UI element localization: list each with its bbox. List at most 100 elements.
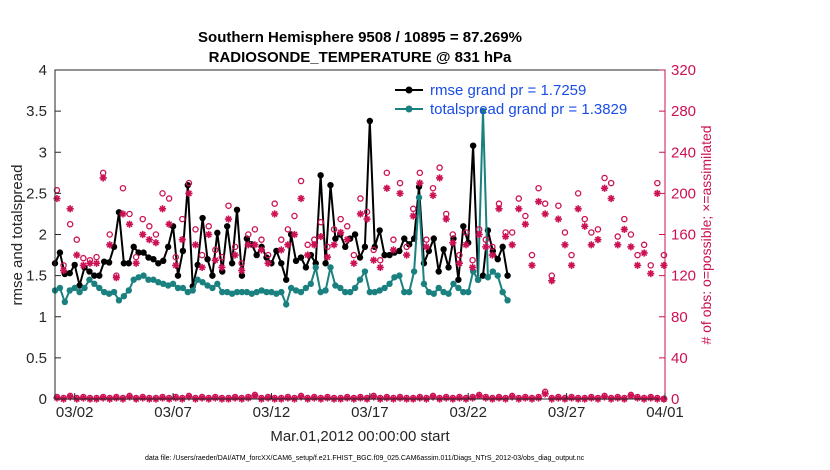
x-tick-label: 03/02 — [56, 404, 94, 421]
asterisk-stroke — [410, 212, 417, 220]
data-point — [214, 229, 221, 237]
data-point — [238, 272, 246, 279]
y2-axis-label: # of obs: o=possible; ×=assimilated — [698, 125, 714, 344]
data-point — [209, 284, 216, 292]
asterisk-stroke — [416, 394, 423, 402]
asterisk-stroke — [462, 241, 470, 248]
assimilated-marker — [482, 394, 490, 402]
asterisk-stroke — [67, 205, 74, 212]
data-point — [164, 282, 172, 289]
asterisk-stroke — [443, 215, 450, 223]
data-point — [504, 272, 511, 279]
possible-marker — [291, 212, 298, 220]
data-point — [135, 274, 142, 281]
asterisk-stroke — [284, 241, 291, 248]
possible-marker — [469, 256, 476, 264]
asterisk-stroke — [588, 394, 595, 402]
assimilated-marker — [191, 241, 200, 249]
assimilated-marker — [449, 239, 457, 247]
asterisk-stroke — [601, 185, 608, 192]
assimilated-marker — [343, 394, 351, 402]
assimilated-marker — [370, 256, 378, 264]
data-point — [440, 288, 447, 296]
data-point — [465, 288, 472, 296]
data-point — [140, 272, 147, 279]
assimilated-marker — [106, 241, 114, 249]
asterisk-stroke — [515, 205, 522, 212]
asterisk-stroke — [614, 241, 621, 248]
data-point — [297, 254, 305, 261]
data-point — [184, 288, 192, 296]
y2-tick-label: 320 — [671, 62, 696, 79]
asterisk-stroke — [621, 226, 628, 233]
assimilated-marker — [323, 394, 332, 402]
assimilated-marker — [99, 394, 107, 402]
assimilated-marker — [356, 394, 365, 402]
data-point — [342, 288, 349, 296]
data-point — [425, 288, 433, 296]
assimilated-marker — [403, 251, 411, 259]
assimilated-marker — [383, 184, 391, 192]
data-point — [327, 181, 334, 189]
data-point — [100, 288, 108, 296]
asterisk-stroke — [251, 392, 258, 400]
asterisk-stroke — [383, 185, 390, 192]
asterisk-stroke — [509, 241, 516, 248]
assimilated-marker — [620, 225, 628, 233]
possible-marker — [258, 236, 265, 243]
asterisk-stroke — [179, 236, 186, 243]
assimilated-marker — [310, 241, 318, 249]
possible-marker — [264, 251, 272, 259]
assimilated-marker — [343, 236, 351, 244]
possible-marker — [409, 205, 417, 213]
asterisk-stroke — [264, 394, 272, 402]
data-point — [120, 260, 128, 267]
possible-marker — [568, 251, 575, 259]
asterisk-stroke — [634, 262, 641, 269]
assimilated-marker — [290, 230, 299, 239]
asterisk-stroke — [106, 241, 113, 248]
asterisk-stroke — [139, 231, 146, 238]
asterisk-stroke — [245, 241, 252, 248]
assimilated-marker — [99, 174, 107, 182]
possible-marker — [403, 243, 410, 251]
asterisk-stroke — [264, 260, 272, 267]
assimilated-marker — [600, 184, 609, 192]
possible-marker — [343, 223, 351, 230]
data-point — [160, 280, 167, 288]
assimilated-marker — [521, 220, 529, 228]
asterisk-stroke — [113, 274, 120, 281]
asterisk-stroke — [297, 195, 305, 202]
data-point — [66, 287, 73, 294]
data-point — [322, 260, 329, 267]
asterisk-stroke — [469, 394, 476, 402]
data-point — [292, 287, 300, 294]
asterisk-stroke — [330, 241, 338, 248]
data-point — [381, 251, 388, 259]
asterisk-stroke — [284, 394, 291, 402]
asterisk-stroke — [357, 210, 364, 218]
assimilated-marker — [554, 394, 562, 402]
data-point — [258, 287, 265, 294]
possible-marker — [614, 233, 621, 240]
data-point — [105, 290, 113, 297]
assimilated-marker — [158, 394, 167, 402]
data-point — [430, 290, 437, 297]
asterisk-stroke — [337, 229, 344, 236]
possible-marker — [601, 174, 608, 182]
assimilated-marker — [330, 241, 338, 249]
possible-marker — [383, 169, 391, 177]
asterisk-stroke — [258, 246, 265, 254]
data-point — [322, 287, 329, 294]
assimilated-marker — [422, 243, 431, 251]
asterisk-stroke — [436, 174, 443, 182]
data-point — [450, 280, 457, 288]
data-point — [297, 288, 305, 296]
assimilated-marker — [172, 261, 180, 269]
possible-marker — [231, 243, 239, 251]
possible-marker — [106, 231, 113, 238]
assimilated-marker — [211, 394, 219, 402]
asterisk-stroke — [489, 251, 496, 259]
assimilated-marker — [534, 394, 543, 402]
y-tick-label: 2 — [39, 227, 47, 244]
